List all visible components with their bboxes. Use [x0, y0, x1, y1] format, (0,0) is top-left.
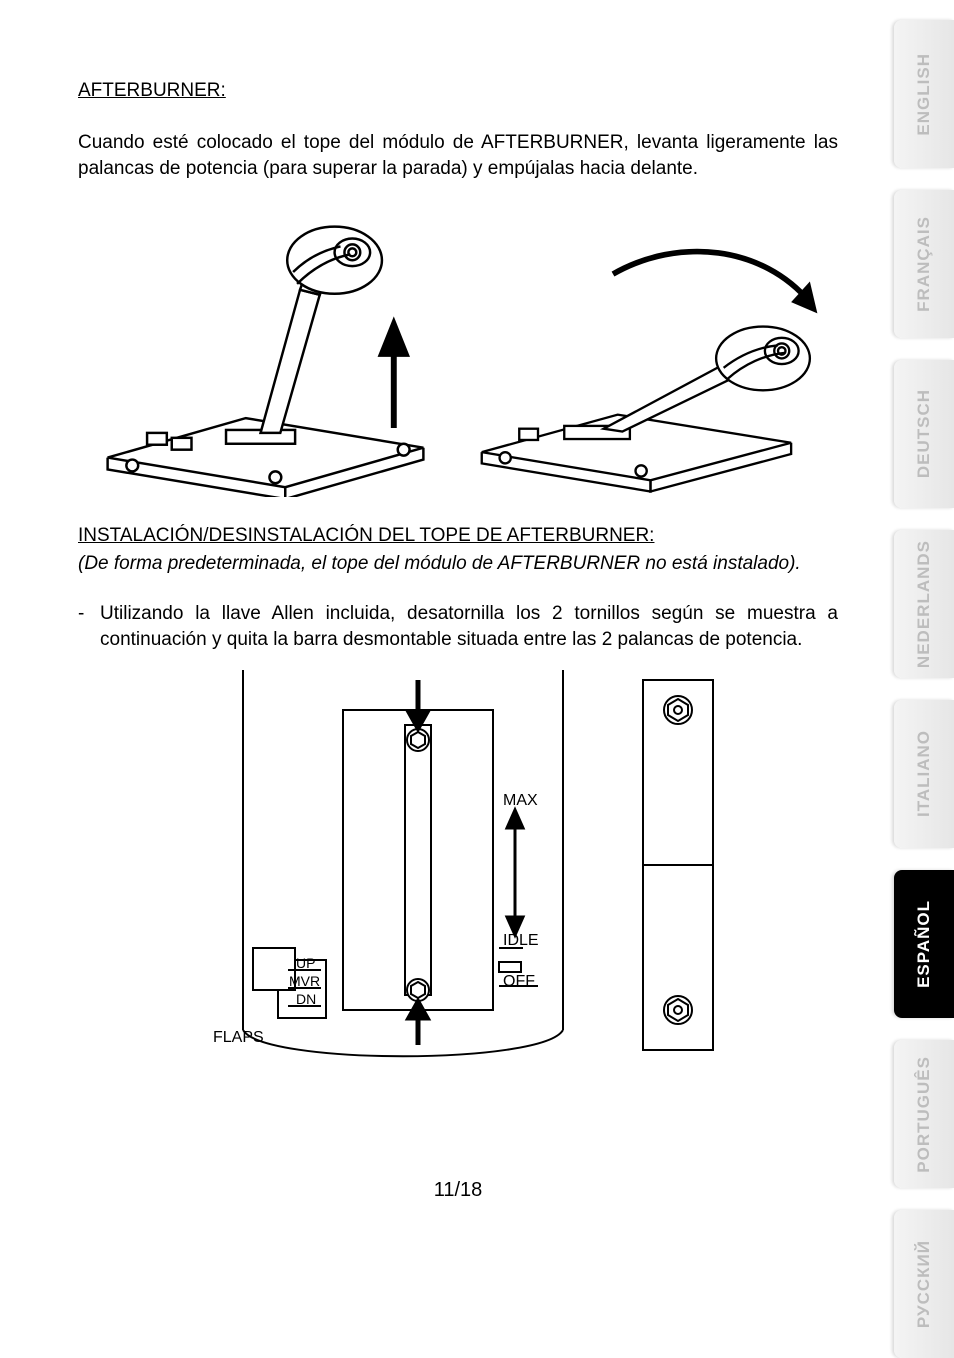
label-mvr: MVR [289, 973, 320, 989]
language-tab-label: NEDERLANDS [914, 540, 934, 668]
page-number: 11/18 [78, 1179, 838, 1202]
language-tab-deutsch[interactable]: DEUTSCH [894, 360, 954, 508]
language-tab-label: ESPAÑOL [914, 900, 934, 988]
language-tab-label: DEUTSCH [914, 389, 934, 478]
language-tab-label: PORTUGUÊS [914, 1056, 934, 1173]
figure-throttle-face: UP MVR DN FLAPS MAX IDLE OFF [183, 670, 583, 1070]
paragraph-2: (De forma predeterminada, el tope del mó… [78, 551, 838, 577]
language-tab-português[interactable]: PORTUGUÊS [894, 1040, 954, 1188]
label-idle: IDLE [503, 932, 539, 949]
label-flaps: FLAPS [213, 1029, 264, 1046]
paragraph-1: Cuando esté colocado el tope del módulo … [78, 130, 838, 181]
figure-detachable-bar [623, 670, 733, 1070]
language-tab-english[interactable]: ENGLISH [894, 20, 954, 168]
label-dn: DN [296, 991, 316, 1007]
label-max: MAX [503, 792, 538, 809]
language-tab-italiano[interactable]: ITALIANO [894, 700, 954, 848]
figure-throttle-up [78, 201, 453, 497]
language-tab-español[interactable]: ESPAÑOL [894, 870, 954, 1018]
figure-row-2: UP MVR DN FLAPS MAX IDLE OFF [78, 670, 838, 1070]
bullet-1-text: Utilizando la llave Allen incluida, desa… [100, 601, 838, 652]
afterburner-heading: AFTERBURNER: [78, 80, 838, 102]
language-tab-nederlands[interactable]: NEDERLANDS [894, 530, 954, 678]
figure-throttle-forward [463, 201, 838, 497]
figure-row-1 [78, 201, 838, 497]
language-tab-русский[interactable]: РУССКИЙ [894, 1210, 954, 1358]
bullet-dash: - [78, 601, 100, 652]
language-tab-label: ITALIANO [914, 730, 934, 817]
install-heading: INSTALACIÓN/DESINSTALACIÓN DEL TOPE DE A… [78, 525, 838, 547]
bullet-1: - Utilizando la llave Allen incluida, de… [78, 601, 838, 652]
language-tab-français[interactable]: FRANÇAIS [894, 190, 954, 338]
label-up: UP [296, 955, 315, 971]
language-tabs: ENGLISH FRANÇAIS DEUTSCH NEDERLANDS ITALIANO… [874, 0, 954, 1272]
language-tab-label: РУССКИЙ [914, 1240, 934, 1328]
label-off: OFF [503, 973, 535, 990]
language-tab-label: ENGLISH [914, 53, 934, 136]
language-tab-label: FRANÇAIS [914, 216, 934, 312]
